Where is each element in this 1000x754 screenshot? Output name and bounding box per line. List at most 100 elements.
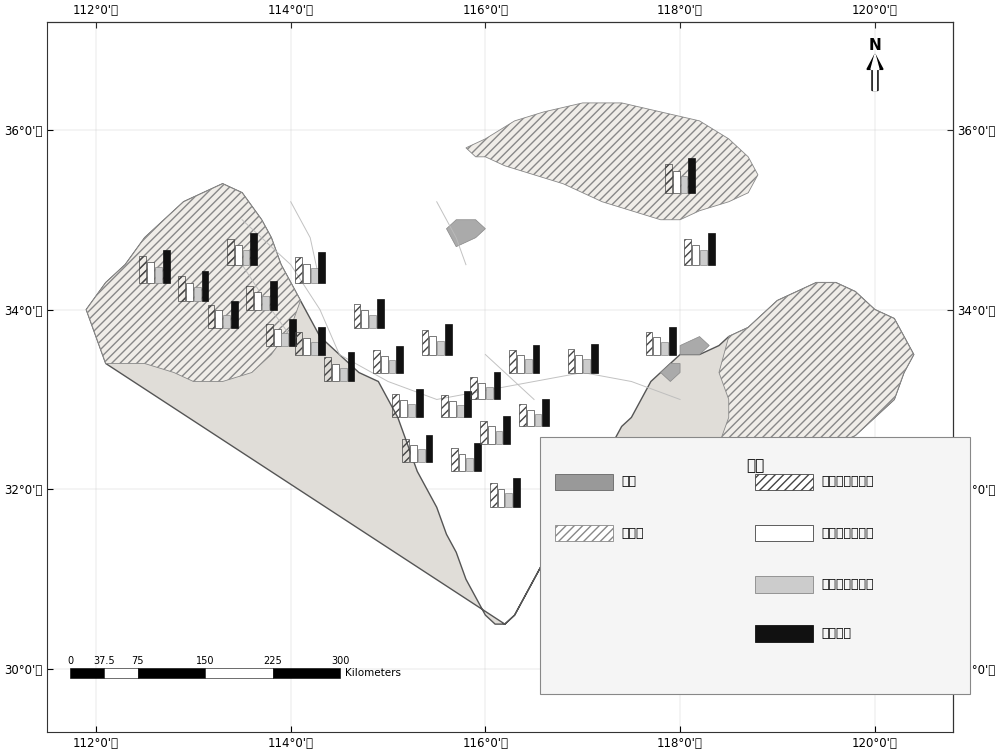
Text: 山丘区: 山丘区 <box>621 526 644 540</box>
Text: N: N <box>869 38 881 53</box>
Bar <box>533 345 539 372</box>
Bar <box>400 400 407 418</box>
Bar <box>488 427 495 444</box>
Bar <box>422 329 428 354</box>
Bar <box>661 342 668 354</box>
Bar <box>139 256 146 283</box>
Bar <box>503 415 510 444</box>
Text: 37.5: 37.5 <box>93 656 115 666</box>
Bar <box>708 233 715 265</box>
Polygon shape <box>86 184 914 624</box>
Bar <box>441 395 448 418</box>
Bar <box>318 327 325 354</box>
Text: 平水期地表水位: 平水期地表水位 <box>821 526 874 540</box>
Bar <box>303 338 310 354</box>
Bar <box>208 305 214 327</box>
Bar <box>295 257 302 283</box>
Bar <box>318 252 325 283</box>
Bar <box>457 405 464 418</box>
Bar <box>231 301 238 327</box>
Bar <box>377 299 384 327</box>
Text: 丰水期地表水位: 丰水期地表水位 <box>821 578 874 591</box>
Bar <box>418 449 425 462</box>
Bar <box>494 372 500 400</box>
Text: 75: 75 <box>131 656 144 666</box>
Bar <box>653 338 660 354</box>
Bar <box>542 400 549 427</box>
Bar <box>509 350 516 372</box>
Bar <box>445 324 452 354</box>
Bar <box>396 345 403 372</box>
Text: 300: 300 <box>331 656 349 666</box>
Bar <box>451 448 458 471</box>
Bar <box>466 458 473 471</box>
Bar <box>426 434 432 462</box>
Bar <box>223 315 230 327</box>
Bar <box>692 245 699 265</box>
Bar <box>591 344 598 372</box>
Bar <box>281 333 288 345</box>
Bar <box>303 264 310 283</box>
Bar <box>254 292 261 310</box>
Bar <box>496 431 502 444</box>
Bar <box>147 262 154 283</box>
Text: 枯水期地表水位: 枯水期地表水位 <box>821 475 874 489</box>
Bar <box>340 368 347 382</box>
Polygon shape <box>86 184 300 382</box>
Bar <box>348 352 354 382</box>
Bar <box>410 446 417 462</box>
Bar <box>373 350 380 372</box>
Bar <box>505 493 512 507</box>
Bar <box>289 320 296 345</box>
Bar <box>437 341 444 354</box>
Bar <box>517 355 524 372</box>
Text: 水域: 水域 <box>621 475 636 489</box>
Bar <box>163 250 170 283</box>
Bar <box>688 158 695 193</box>
Bar <box>681 176 687 193</box>
Bar <box>361 310 368 327</box>
Bar <box>311 268 318 283</box>
Bar <box>202 271 208 301</box>
Bar <box>381 356 388 372</box>
Bar <box>519 404 526 427</box>
Bar <box>498 489 504 507</box>
Bar <box>408 404 415 418</box>
Bar <box>535 414 541 427</box>
Text: 225: 225 <box>263 656 282 666</box>
Bar <box>416 388 423 418</box>
Bar <box>227 238 234 265</box>
Text: 150: 150 <box>196 656 214 666</box>
Bar <box>525 360 532 372</box>
Bar <box>474 443 481 471</box>
Bar <box>429 336 436 354</box>
Bar <box>449 401 456 418</box>
Polygon shape <box>709 283 914 489</box>
Bar <box>243 250 249 265</box>
Bar <box>215 311 222 327</box>
Bar <box>389 360 395 372</box>
Bar <box>324 357 331 382</box>
Bar <box>274 329 281 345</box>
Bar <box>575 355 582 372</box>
Polygon shape <box>446 219 485 247</box>
Bar <box>684 238 691 265</box>
Bar <box>262 296 269 310</box>
Bar <box>369 314 376 327</box>
Text: Kilometers: Kilometers <box>345 668 401 679</box>
Bar <box>402 440 409 462</box>
Bar <box>470 377 477 400</box>
Bar <box>178 276 185 301</box>
Bar <box>246 287 253 310</box>
Bar <box>266 324 273 345</box>
Bar <box>583 359 590 372</box>
Bar <box>194 287 201 301</box>
Bar <box>513 477 520 507</box>
Bar <box>459 454 465 471</box>
Polygon shape <box>680 336 709 354</box>
Bar <box>486 387 493 400</box>
Bar <box>250 233 257 265</box>
Bar <box>478 383 485 400</box>
Text: 图例: 图例 <box>746 458 764 473</box>
Bar <box>354 304 360 327</box>
